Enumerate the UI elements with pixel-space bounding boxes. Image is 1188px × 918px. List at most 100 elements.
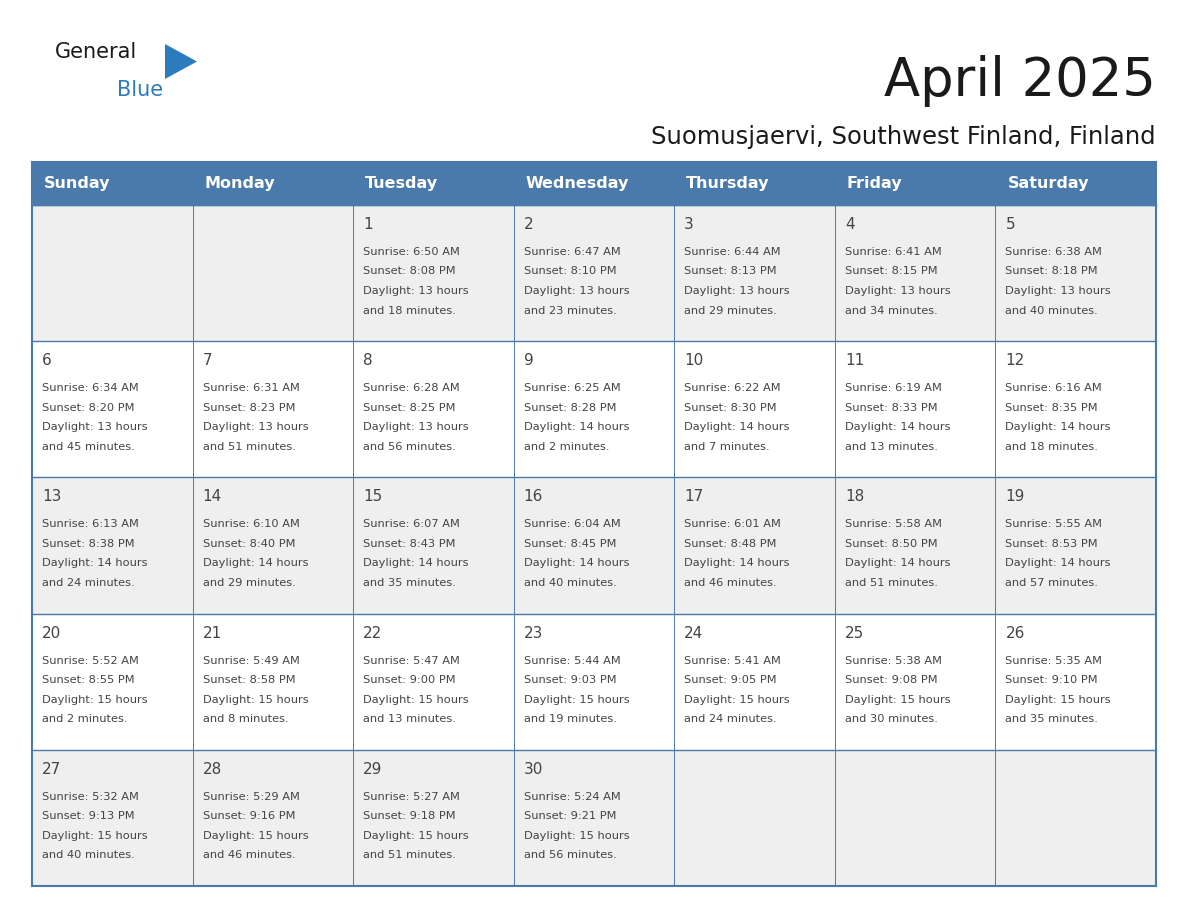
Bar <box>513 341 675 477</box>
Text: Daylight: 13 hours: Daylight: 13 hours <box>684 286 790 296</box>
Text: Sunrise: 6:50 AM: Sunrise: 6:50 AM <box>364 247 460 257</box>
Bar <box>353 162 513 205</box>
Text: Sunday: Sunday <box>44 176 110 191</box>
Bar <box>32 477 192 613</box>
Text: Sunrise: 5:49 AM: Sunrise: 5:49 AM <box>203 655 299 666</box>
Text: Sunrise: 5:27 AM: Sunrise: 5:27 AM <box>364 792 460 801</box>
Bar <box>353 341 513 477</box>
Text: Daylight: 14 hours: Daylight: 14 hours <box>524 558 630 568</box>
Text: and 40 minutes.: and 40 minutes. <box>1005 306 1098 316</box>
Bar <box>32 750 192 886</box>
Text: Sunset: 8:15 PM: Sunset: 8:15 PM <box>845 266 937 276</box>
Bar <box>353 613 513 750</box>
Text: and 40 minutes.: and 40 minutes. <box>524 578 617 588</box>
Bar <box>192 613 353 750</box>
Text: Daylight: 15 hours: Daylight: 15 hours <box>1005 695 1111 705</box>
Text: and 24 minutes.: and 24 minutes. <box>684 714 777 724</box>
Text: Sunrise: 6:16 AM: Sunrise: 6:16 AM <box>1005 383 1102 393</box>
Text: Daylight: 14 hours: Daylight: 14 hours <box>364 558 468 568</box>
Text: and 51 minutes.: and 51 minutes. <box>364 850 456 860</box>
Text: and 18 minutes.: and 18 minutes. <box>1005 442 1098 452</box>
Text: Tuesday: Tuesday <box>365 176 438 191</box>
Text: Daylight: 15 hours: Daylight: 15 hours <box>364 695 469 705</box>
Text: Sunset: 8:30 PM: Sunset: 8:30 PM <box>684 403 777 413</box>
Bar <box>192 341 353 477</box>
Text: Sunrise: 6:22 AM: Sunrise: 6:22 AM <box>684 383 781 393</box>
Text: 24: 24 <box>684 625 703 641</box>
Bar <box>32 613 192 750</box>
Text: April 2025: April 2025 <box>884 55 1156 107</box>
Text: Sunset: 8:28 PM: Sunset: 8:28 PM <box>524 403 617 413</box>
Text: and 57 minutes.: and 57 minutes. <box>1005 578 1098 588</box>
Text: Suomusjaervi, Southwest Finland, Finland: Suomusjaervi, Southwest Finland, Finland <box>651 125 1156 149</box>
Text: 3: 3 <box>684 217 694 232</box>
Text: Sunrise: 6:13 AM: Sunrise: 6:13 AM <box>42 520 139 530</box>
Text: and 29 minutes.: and 29 minutes. <box>684 306 777 316</box>
Text: Sunrise: 5:55 AM: Sunrise: 5:55 AM <box>1005 520 1102 530</box>
Text: and 46 minutes.: and 46 minutes. <box>684 578 777 588</box>
Bar <box>835 341 996 477</box>
Text: Daylight: 15 hours: Daylight: 15 hours <box>203 831 308 841</box>
Text: and 8 minutes.: and 8 minutes. <box>203 714 289 724</box>
Text: and 45 minutes.: and 45 minutes. <box>42 442 134 452</box>
Text: Sunset: 8:20 PM: Sunset: 8:20 PM <box>42 403 134 413</box>
Text: and 13 minutes.: and 13 minutes. <box>364 714 456 724</box>
Text: Sunrise: 5:44 AM: Sunrise: 5:44 AM <box>524 655 620 666</box>
Text: 13: 13 <box>42 489 62 504</box>
Text: Daylight: 13 hours: Daylight: 13 hours <box>203 422 308 432</box>
Text: Daylight: 14 hours: Daylight: 14 hours <box>1005 422 1111 432</box>
Text: Sunrise: 6:10 AM: Sunrise: 6:10 AM <box>203 520 299 530</box>
Text: 8: 8 <box>364 353 373 368</box>
Text: Wednesday: Wednesday <box>526 176 630 191</box>
Text: Sunset: 8:25 PM: Sunset: 8:25 PM <box>364 403 456 413</box>
Text: Sunrise: 6:34 AM: Sunrise: 6:34 AM <box>42 383 139 393</box>
Text: and 18 minutes.: and 18 minutes. <box>364 306 456 316</box>
Bar <box>996 162 1156 205</box>
Text: Sunrise: 6:25 AM: Sunrise: 6:25 AM <box>524 383 620 393</box>
Bar <box>513 750 675 886</box>
Text: Daylight: 14 hours: Daylight: 14 hours <box>42 558 147 568</box>
Text: Daylight: 14 hours: Daylight: 14 hours <box>684 422 790 432</box>
Text: 26: 26 <box>1005 625 1025 641</box>
Text: Sunset: 8:45 PM: Sunset: 8:45 PM <box>524 539 617 549</box>
Text: Sunset: 8:38 PM: Sunset: 8:38 PM <box>42 539 134 549</box>
Bar <box>513 613 675 750</box>
Text: Sunset: 9:18 PM: Sunset: 9:18 PM <box>364 812 456 822</box>
Text: Sunrise: 6:07 AM: Sunrise: 6:07 AM <box>364 520 460 530</box>
Text: 14: 14 <box>203 489 222 504</box>
Text: 28: 28 <box>203 762 222 777</box>
Bar <box>353 205 513 341</box>
Text: Saturday: Saturday <box>1007 176 1089 191</box>
Bar <box>835 205 996 341</box>
Text: Daylight: 15 hours: Daylight: 15 hours <box>524 831 630 841</box>
Text: Sunset: 9:05 PM: Sunset: 9:05 PM <box>684 675 777 685</box>
Text: Monday: Monday <box>204 176 276 191</box>
Text: Sunrise: 6:38 AM: Sunrise: 6:38 AM <box>1005 247 1102 257</box>
Text: and 35 minutes.: and 35 minutes. <box>364 578 456 588</box>
Text: Sunset: 9:08 PM: Sunset: 9:08 PM <box>845 675 937 685</box>
Text: 6: 6 <box>42 353 52 368</box>
Bar <box>996 613 1156 750</box>
Text: Sunrise: 5:24 AM: Sunrise: 5:24 AM <box>524 792 620 801</box>
Text: Daylight: 15 hours: Daylight: 15 hours <box>845 695 950 705</box>
Text: 17: 17 <box>684 489 703 504</box>
Text: Daylight: 13 hours: Daylight: 13 hours <box>1005 286 1111 296</box>
Text: 12: 12 <box>1005 353 1025 368</box>
Text: Sunset: 9:21 PM: Sunset: 9:21 PM <box>524 812 617 822</box>
Text: Sunset: 9:13 PM: Sunset: 9:13 PM <box>42 812 134 822</box>
Bar <box>513 162 675 205</box>
Text: Sunset: 8:10 PM: Sunset: 8:10 PM <box>524 266 617 276</box>
Text: and 29 minutes.: and 29 minutes. <box>203 578 296 588</box>
Bar <box>675 341 835 477</box>
Text: Daylight: 14 hours: Daylight: 14 hours <box>845 422 950 432</box>
Text: Sunset: 9:00 PM: Sunset: 9:00 PM <box>364 675 456 685</box>
Bar <box>675 477 835 613</box>
Text: Sunrise: 5:35 AM: Sunrise: 5:35 AM <box>1005 655 1102 666</box>
Text: Sunset: 8:43 PM: Sunset: 8:43 PM <box>364 539 456 549</box>
Text: 21: 21 <box>203 625 222 641</box>
Text: Sunset: 8:50 PM: Sunset: 8:50 PM <box>845 539 937 549</box>
Text: Sunset: 8:13 PM: Sunset: 8:13 PM <box>684 266 777 276</box>
Text: 20: 20 <box>42 625 62 641</box>
Text: and 2 minutes.: and 2 minutes. <box>524 442 609 452</box>
Bar <box>192 162 353 205</box>
